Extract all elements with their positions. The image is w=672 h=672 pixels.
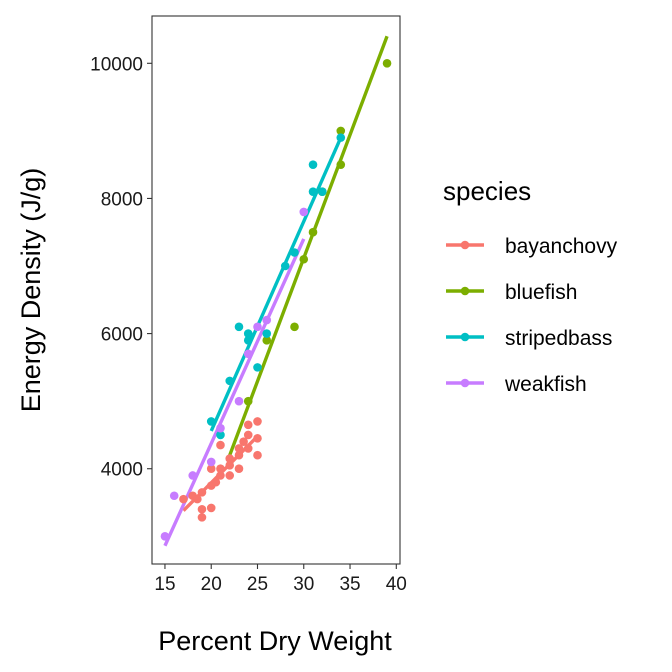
legend-label-bluefish: bluefish bbox=[505, 281, 577, 304]
point-stripedbass bbox=[243, 336, 253, 345]
x-tick-label: 40 bbox=[386, 574, 407, 595]
point-weakfish bbox=[299, 207, 309, 217]
point-stripedbass bbox=[206, 417, 216, 426]
x-tick-label: 15 bbox=[154, 574, 175, 595]
point-bluefish bbox=[308, 227, 318, 237]
legend-label-stripedbass: stripedbass bbox=[505, 327, 612, 350]
point-bayanchovy bbox=[216, 471, 225, 480]
point-bluefish bbox=[336, 126, 346, 136]
x-tick-label: 20 bbox=[201, 574, 222, 595]
point-bayanchovy bbox=[234, 450, 244, 460]
point-stripedbass bbox=[216, 430, 225, 440]
point-bayanchovy bbox=[206, 503, 216, 513]
point-bayanchovy bbox=[211, 477, 221, 487]
point-stripedbass bbox=[290, 248, 299, 257]
fit-line-weakfish bbox=[163, 238, 306, 547]
point-bayanchovy bbox=[234, 464, 244, 474]
x-axis-ticks: 15 20 25 30 35 40 bbox=[154, 564, 407, 595]
point-bayanchovy bbox=[216, 440, 225, 450]
legend-key-point bbox=[460, 286, 470, 296]
data-points bbox=[160, 58, 392, 541]
point-bayanchovy bbox=[193, 494, 202, 504]
point-bayanchovy bbox=[243, 430, 253, 440]
point-bayanchovy bbox=[197, 488, 207, 497]
point-bluefish bbox=[290, 322, 299, 332]
point-weakfish bbox=[262, 315, 272, 325]
y-tick-label: 4000 bbox=[101, 460, 143, 481]
point-bayanchovy bbox=[234, 444, 244, 453]
y-tick-label: 8000 bbox=[101, 189, 143, 210]
point-stripedbass bbox=[317, 187, 327, 196]
point-bayanchovy bbox=[253, 417, 262, 426]
point-stripedbass bbox=[225, 376, 235, 386]
point-bayanchovy bbox=[225, 471, 235, 480]
legend: bayanchovy bluefish stripedbass weakfish bbox=[446, 235, 618, 396]
point-weakfish bbox=[188, 471, 198, 480]
point-weakfish bbox=[253, 322, 262, 332]
point-weakfish bbox=[206, 457, 216, 467]
fit-line-bluefish bbox=[228, 35, 389, 456]
legend-key-point bbox=[460, 378, 470, 388]
legend-key-point bbox=[460, 332, 470, 342]
point-weakfish bbox=[216, 423, 225, 433]
y-tick-label: 6000 bbox=[101, 325, 143, 346]
point-bayanchovy bbox=[206, 464, 216, 474]
legend-title: species bbox=[443, 176, 531, 206]
point-stripedbass bbox=[308, 160, 318, 169]
x-tick-label: 35 bbox=[339, 574, 360, 595]
point-stripedbass bbox=[336, 133, 346, 142]
point-bluefish bbox=[262, 336, 272, 345]
point-weakfish bbox=[169, 491, 179, 501]
point-stripedbass bbox=[308, 187, 318, 196]
y-tick-label: 10000 bbox=[90, 54, 143, 75]
legend-key-point bbox=[460, 240, 470, 250]
x-tick-label: 30 bbox=[293, 574, 314, 595]
point-bluefish bbox=[382, 58, 392, 68]
point-stripedbass bbox=[262, 329, 272, 338]
point-weakfish bbox=[243, 349, 253, 359]
point-bluefish bbox=[243, 396, 253, 406]
point-bayanchovy bbox=[197, 504, 207, 514]
point-stripedbass bbox=[243, 329, 253, 338]
point-bayanchovy bbox=[253, 434, 262, 443]
point-bayanchovy bbox=[216, 464, 225, 474]
point-bayanchovy bbox=[253, 450, 262, 460]
point-bluefish bbox=[336, 160, 346, 169]
y-axis-title: Energy Density (J/g) bbox=[16, 168, 46, 413]
point-bayanchovy bbox=[243, 420, 253, 430]
point-stripedbass bbox=[253, 363, 262, 372]
point-bayanchovy bbox=[197, 513, 207, 522]
legend-label-weakfish: weakfish bbox=[504, 373, 587, 396]
point-stripedbass bbox=[280, 261, 290, 271]
point-bayanchovy bbox=[179, 494, 188, 504]
point-bluefish bbox=[299, 254, 309, 264]
point-bayanchovy bbox=[225, 454, 235, 463]
point-bayanchovy bbox=[225, 461, 235, 470]
x-axis-title: Percent Dry Weight bbox=[158, 626, 392, 656]
y-axis-ticks: 4000 6000 8000 10000 bbox=[90, 54, 152, 481]
legend-label-bayanchovy: bayanchovy bbox=[505, 235, 618, 258]
point-bayanchovy bbox=[239, 437, 248, 446]
point-weakfish bbox=[234, 396, 244, 406]
point-stripedbass bbox=[234, 322, 244, 332]
x-tick-label: 25 bbox=[247, 574, 268, 595]
point-bayanchovy bbox=[243, 444, 253, 453]
point-weakfish bbox=[160, 531, 170, 541]
